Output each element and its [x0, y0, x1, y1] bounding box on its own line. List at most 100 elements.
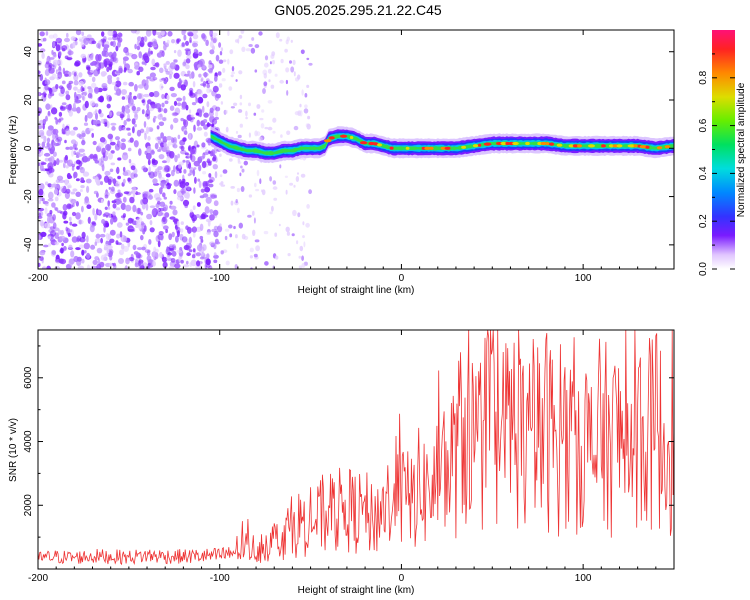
noise-speck	[144, 249, 151, 254]
noise-speck	[290, 66, 295, 73]
noise-speck	[122, 166, 126, 173]
noise-speck	[296, 240, 299, 245]
noise-speck	[196, 202, 201, 207]
noise-speck	[109, 141, 116, 146]
noise-speck	[38, 70, 41, 74]
colorbar-tick-label: 0.6	[698, 118, 709, 132]
noise-speck	[268, 79, 271, 83]
noise-speck	[107, 200, 110, 207]
noise-speck	[94, 256, 100, 261]
noise-speck	[304, 93, 308, 98]
noise-speck	[155, 197, 162, 202]
noise-speck	[202, 80, 207, 88]
noise-speck	[203, 131, 208, 137]
noise-speck	[153, 115, 157, 119]
noise-speck	[104, 194, 109, 199]
noise-speck	[117, 175, 121, 180]
noise-speck	[70, 250, 75, 258]
x-tick-label: 0	[399, 273, 405, 284]
noise-speck	[191, 102, 197, 106]
noise-speck	[227, 58, 230, 65]
noise-speck	[47, 125, 54, 131]
noise-speck	[38, 234, 41, 241]
noise-speck	[118, 258, 124, 264]
noise-speck	[141, 99, 145, 103]
y-tick-label: 0	[23, 145, 34, 151]
signal-peak	[608, 144, 615, 148]
noise-speck	[112, 215, 118, 223]
noise-speck	[181, 106, 186, 110]
noise-speck	[285, 189, 288, 195]
noise-speck	[237, 38, 240, 44]
noise-speck	[197, 89, 204, 97]
noise-speck	[255, 188, 260, 192]
noise-speck	[302, 235, 305, 239]
noise-speck	[235, 199, 238, 204]
noise-speck	[263, 73, 267, 79]
noise-speck	[190, 259, 197, 267]
noise-speck	[42, 123, 45, 130]
noise-speck	[129, 196, 135, 204]
noise-speck	[181, 30, 186, 36]
chart-title: GN05.2025.295.21.22.C45	[274, 2, 442, 18]
snr-y-label: SNR (10 * v/v)	[8, 418, 19, 482]
noise-speck	[155, 235, 160, 243]
noise-speck	[81, 249, 85, 256]
noise-speck	[76, 106, 81, 114]
noise-speck	[159, 182, 166, 187]
noise-speck	[97, 209, 102, 216]
noise-speck	[159, 251, 163, 259]
noise-speck	[47, 147, 52, 151]
noise-speck	[128, 81, 134, 87]
noise-speck	[97, 210, 101, 215]
noise-speck	[80, 185, 85, 189]
noise-speck	[218, 59, 224, 64]
noise-speck	[138, 148, 142, 156]
noise-speck	[55, 207, 59, 212]
spectrogram-y-axis: -40 -20 0 20 40	[23, 39, 674, 258]
noise-speck	[293, 71, 296, 77]
noise-speck	[149, 205, 156, 209]
noise-speck	[213, 243, 217, 250]
noise-speck	[258, 31, 263, 36]
noise-speck	[253, 112, 257, 116]
noise-speck	[209, 209, 214, 215]
noise-speck	[231, 65, 235, 72]
snr-x-axis: -200 -100 0 100	[28, 330, 675, 584]
noise-speck	[159, 187, 163, 195]
noise-speck	[219, 223, 222, 227]
noise-speck	[93, 190, 99, 195]
noise-speck	[87, 93, 92, 99]
noise-speck	[181, 42, 185, 47]
noise-speck	[117, 37, 123, 43]
noise-speck	[148, 239, 152, 245]
noise-speck	[176, 97, 183, 102]
noise-speck	[86, 252, 91, 259]
noise-speck	[87, 111, 93, 119]
noise-speck	[130, 30, 137, 34]
noise-speck	[144, 132, 147, 141]
noise-speck	[286, 130, 291, 136]
noise-speck	[201, 142, 206, 148]
noise-speck	[272, 180, 277, 185]
noise-speck	[81, 31, 85, 36]
noise-speck	[103, 226, 106, 233]
noise-speck	[51, 145, 55, 153]
noise-speck	[137, 247, 143, 251]
noise-speck	[48, 243, 51, 247]
noise-speck	[196, 89, 202, 95]
noise-speck	[177, 220, 180, 228]
noise-speck	[185, 245, 191, 251]
noise-speck	[56, 158, 60, 166]
noise-speck	[293, 125, 299, 131]
noise-speck	[99, 95, 104, 103]
noise-speck	[60, 105, 64, 110]
signal-peak	[500, 141, 507, 146]
noise-speck	[161, 93, 165, 100]
noise-speck	[58, 258, 64, 264]
noise-speck	[116, 222, 123, 228]
x-tick-label: -100	[210, 573, 230, 584]
noise-speck	[115, 207, 121, 211]
noise-speck	[220, 47, 224, 52]
